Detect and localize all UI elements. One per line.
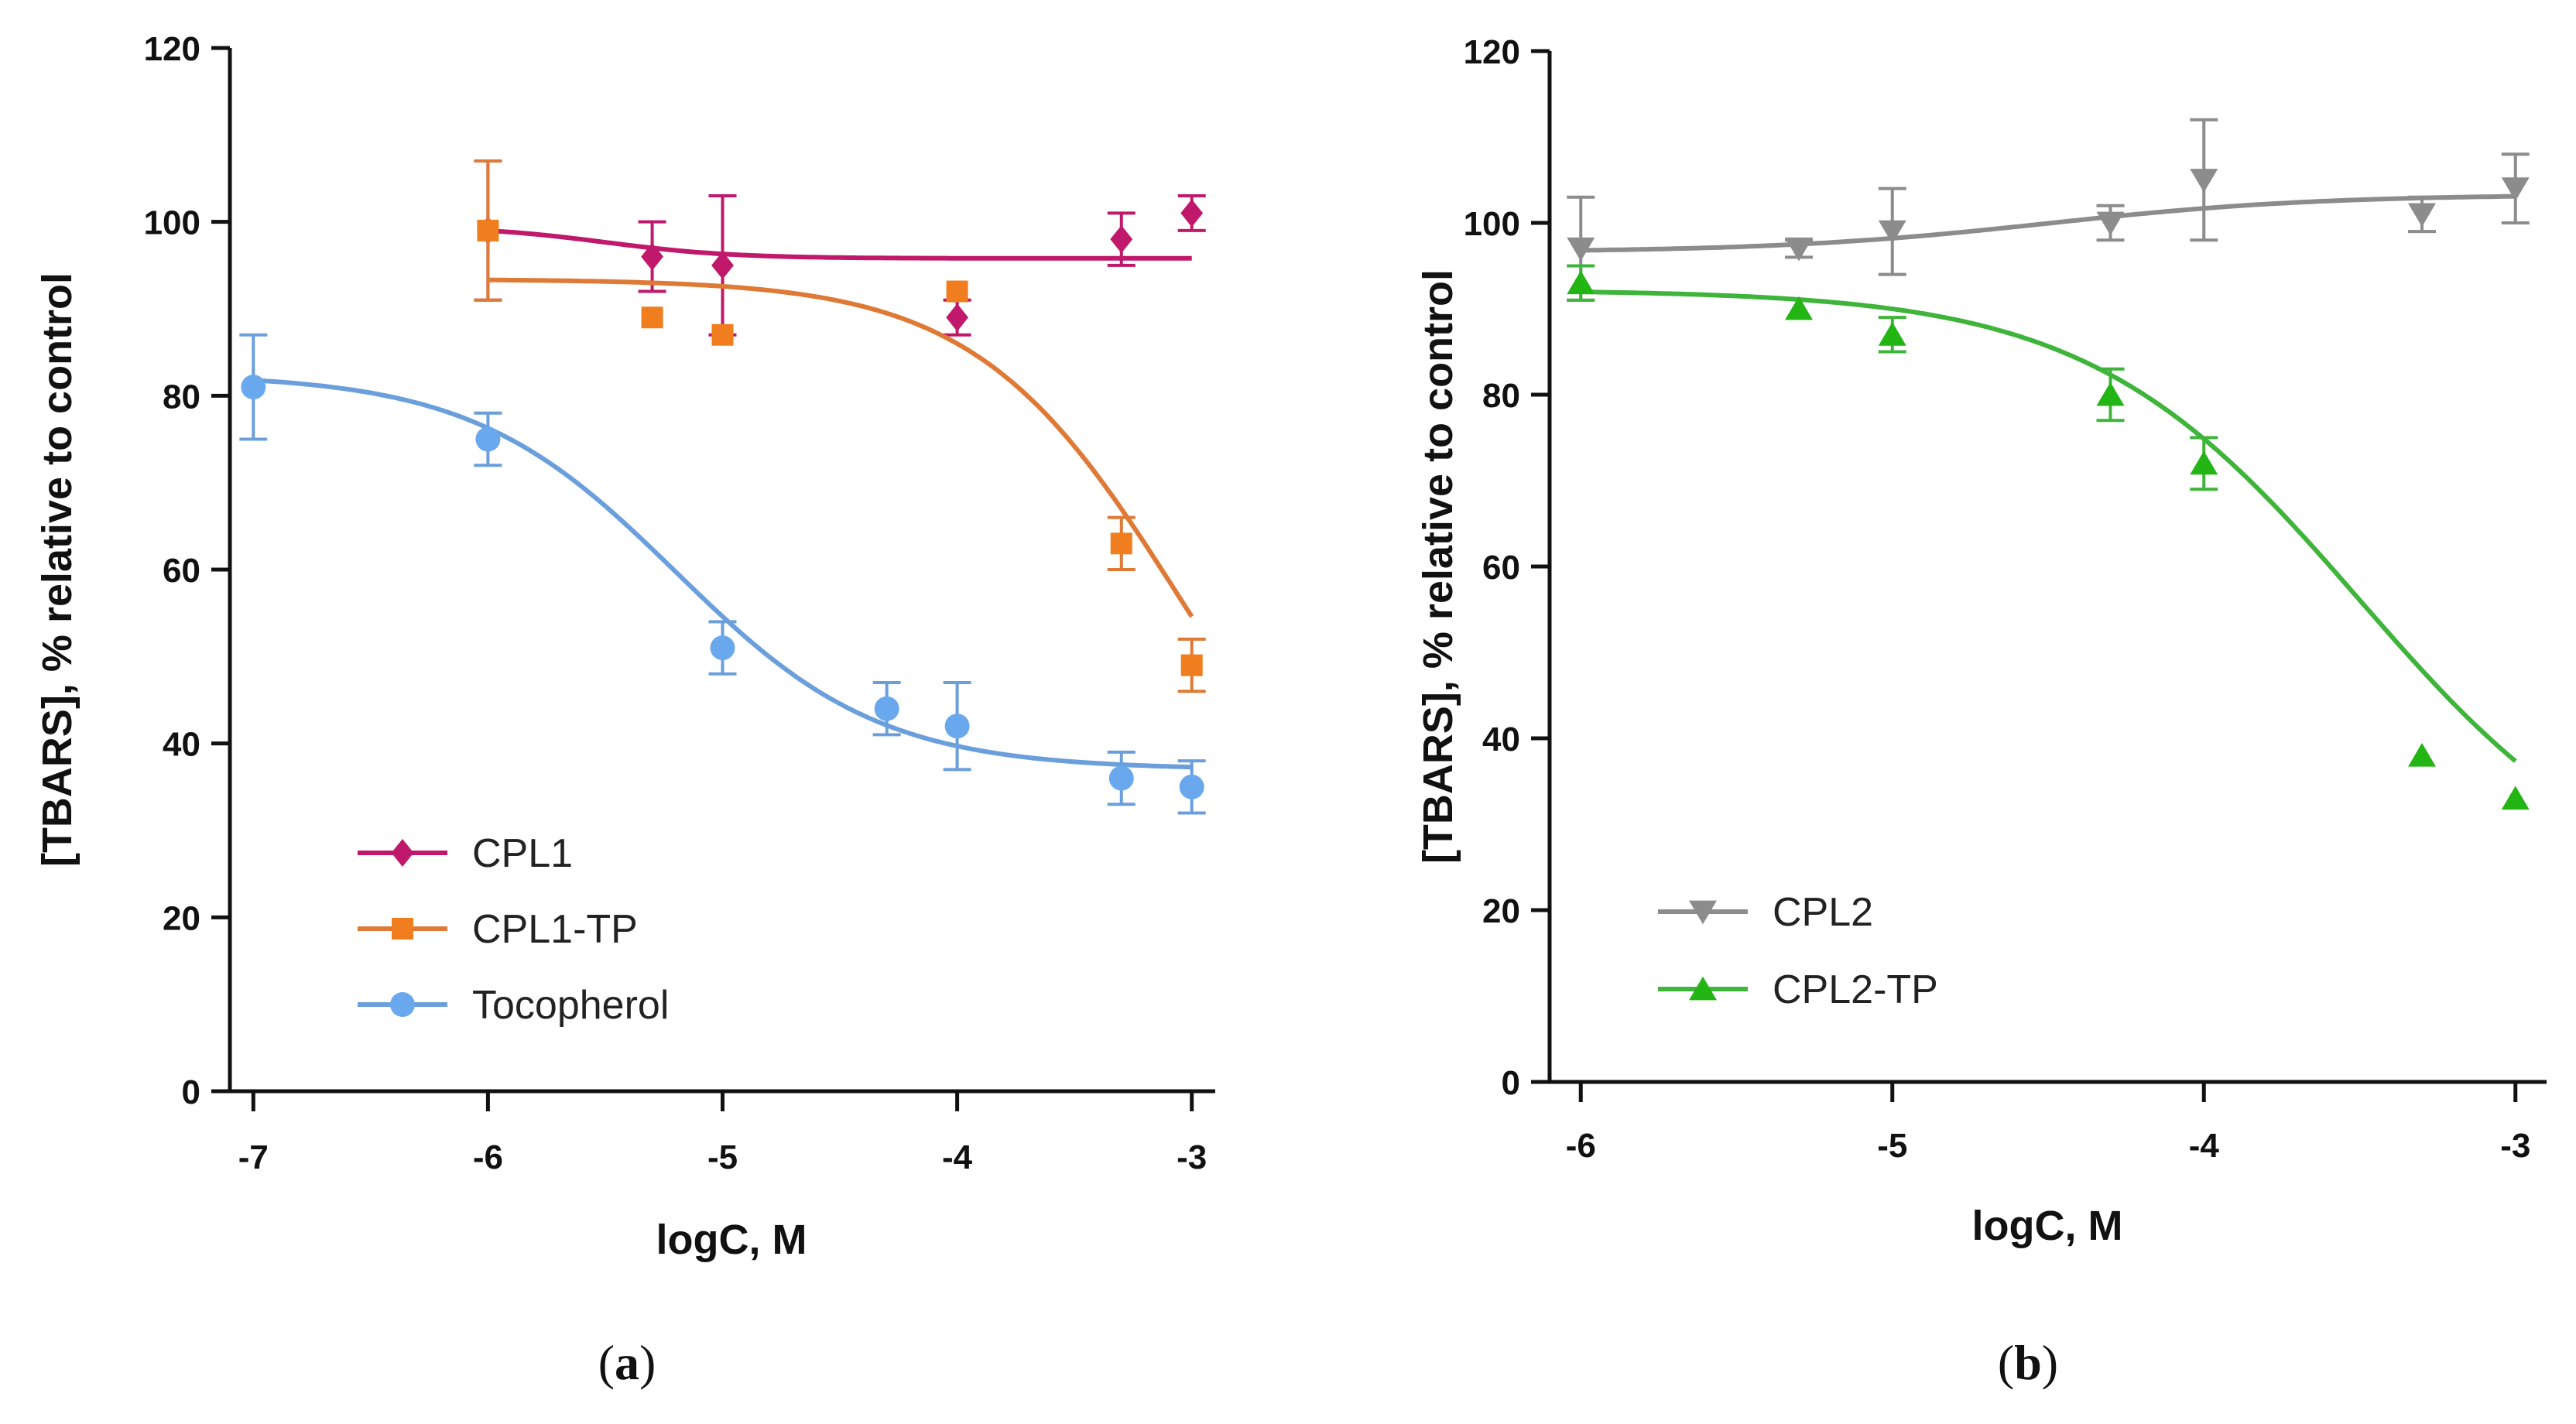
data-point: [477, 219, 499, 241]
data-point: [641, 306, 663, 329]
data-point: [2408, 743, 2436, 767]
x-axis-title: logC, M: [1972, 1203, 2123, 1249]
y-tick-label: 100: [144, 204, 200, 242]
data-point: [2190, 169, 2218, 193]
legend-marker: [1689, 976, 1717, 1001]
legend-label: CPL2: [1773, 890, 1873, 935]
data-point: [1108, 765, 1134, 791]
data-point: [1785, 296, 1813, 320]
x-axis-title: logC, M: [656, 1217, 807, 1263]
legend-marker: [392, 918, 413, 940]
data-point: [1567, 237, 1595, 262]
y-tick-label: 120: [1464, 33, 1520, 71]
data-point: [946, 303, 968, 332]
legend-label: CPL1: [472, 831, 573, 876]
legend-item: Tocopherol: [358, 983, 669, 1028]
x-tick-label: -4: [2189, 1127, 2220, 1165]
legend-item: CPL1-TP: [358, 907, 638, 952]
legend-item: CPL1: [358, 831, 573, 876]
legend-label: Tocopherol: [472, 983, 669, 1028]
data-point: [475, 426, 501, 452]
y-tick-label: 60: [1482, 549, 1520, 587]
x-tick-label: -5: [1877, 1127, 1907, 1165]
data-point: [241, 375, 266, 400]
y-tick-label: 80: [1482, 377, 1520, 415]
data-point: [944, 714, 970, 739]
y-tick-label: 40: [1482, 721, 1520, 758]
data-point: [874, 696, 899, 721]
y-tick-label: 60: [163, 552, 200, 590]
legend-item: CPL2-TP: [1658, 967, 1938, 1012]
y-tick-label: 20: [1482, 892, 1520, 930]
x-tick-label: -7: [238, 1138, 269, 1176]
panel-b-label: (b): [1998, 1335, 2058, 1390]
data-point: [2096, 382, 2125, 406]
data-point: [711, 251, 734, 279]
fit-curve: [488, 228, 1192, 261]
data-point: [2096, 211, 2125, 236]
y-tick-label: 20: [163, 899, 200, 937]
legend-label: CPL2-TP: [1773, 967, 1938, 1012]
data-point: [710, 635, 735, 661]
legend-marker: [390, 992, 415, 1017]
legend-item: CPL2: [1658, 890, 1873, 935]
data-point: [1785, 237, 1813, 262]
panel-a-chart: 0 20 40 60 80 100 120 -7 -6 -5 -4 -3 logC, M [TBARS],…: [34, 30, 1215, 1263]
series-cpl2-tp: [1567, 264, 2530, 810]
fit-curve: [253, 378, 1192, 770]
series-cpl1-tp: [474, 159, 1206, 693]
y-axis-title: [TBARS], % relative to control: [34, 272, 80, 867]
y-tick-label: 100: [1464, 205, 1520, 243]
data-point: [1110, 532, 1132, 555]
y-tick-label: 40: [163, 726, 200, 764]
data-point: [1180, 654, 1203, 676]
data-point: [1567, 270, 1595, 295]
legend-label: CPL1-TP: [472, 907, 638, 952]
data-point: [2190, 450, 2218, 475]
panel-b-chart: 0 20 40 60 80 100 120 -6 -5 -4 -3 logC, M [TBARS], %…: [1415, 33, 2547, 1249]
y-tick-label: 0: [182, 1073, 200, 1111]
fit-curve: [488, 277, 1194, 618]
y-tick-label: 80: [163, 378, 200, 416]
y-tick-label: 120: [144, 30, 200, 68]
data-point: [1179, 774, 1204, 799]
data-point: [1110, 225, 1133, 254]
y-axis-title: [TBARS], % relative to control: [1415, 269, 1461, 864]
data-point: [641, 242, 663, 271]
series-tocopherol: [239, 333, 1206, 815]
data-point: [946, 280, 968, 303]
legend-marker: [391, 839, 414, 867]
panel-a-label: (a): [598, 1335, 656, 1390]
data-point: [711, 323, 734, 346]
fit-curve: [1581, 193, 2516, 253]
data-point: [2501, 177, 2530, 201]
x-tick-label: -3: [2500, 1127, 2530, 1165]
legend-marker: [1689, 900, 1717, 925]
data-point: [1878, 220, 1906, 245]
data-point: [1180, 199, 1204, 228]
data-point: [2408, 203, 2436, 228]
x-tick-label: -5: [707, 1138, 738, 1176]
data-point: [2501, 786, 2530, 810]
x-tick-label: -4: [942, 1138, 973, 1176]
fit-curve: [1581, 289, 2517, 763]
x-tick-label: -6: [473, 1138, 503, 1176]
data-point: [1878, 322, 1906, 346]
y-tick-label: 0: [1502, 1064, 1520, 1102]
x-tick-label: -3: [1177, 1138, 1207, 1176]
x-tick-label: -6: [1566, 1127, 1596, 1165]
